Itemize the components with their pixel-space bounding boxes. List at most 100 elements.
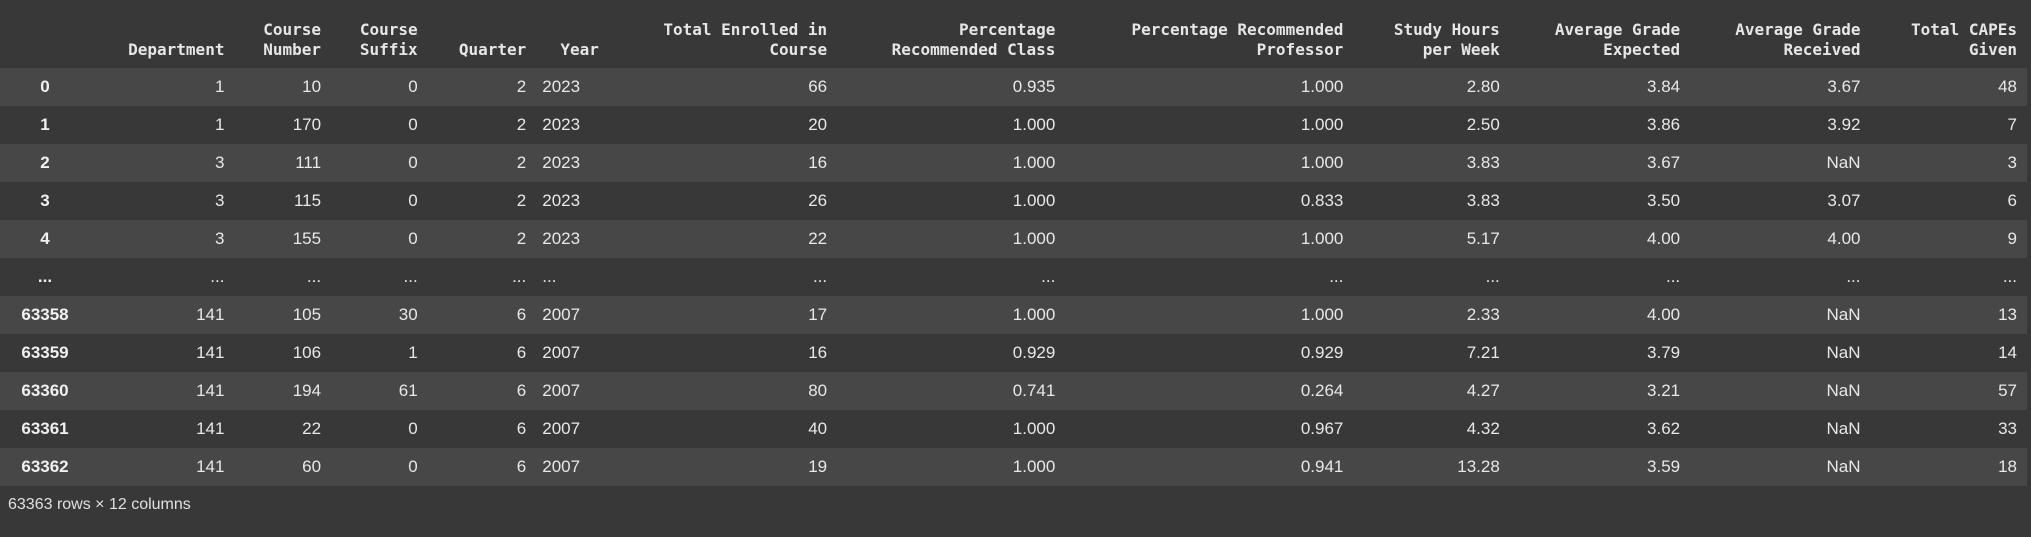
cell-department: 141 [90, 448, 234, 486]
cell-percentage-recommended-professor: 1.000 [1065, 144, 1353, 182]
row-index: 4 [0, 220, 90, 258]
cell-percentage-recommended-class: 1.000 [837, 106, 1065, 144]
cell-percentage-recommended-professor: 0.264 [1065, 372, 1353, 410]
cell-average-grade-received: 4.00 [1690, 220, 1870, 258]
table-row: 0 1 10 0 2 2023 66 0.935 1.000 2.80 3.84 3.67 48 [0, 68, 2027, 106]
cell-total-enrolled: 17 [609, 296, 837, 334]
cell-department: 141 [90, 334, 234, 372]
cell-course-suffix: 1 [331, 334, 428, 372]
cell-total-enrolled: 26 [609, 182, 837, 220]
cell-average-grade-received: NaN [1690, 448, 1870, 486]
cell-department: 3 [90, 144, 234, 182]
cell-average-grade-received: ... [1690, 258, 1870, 296]
index-header [0, 18, 90, 68]
cell-study-hours: 7.21 [1353, 334, 1509, 372]
cell-total-capes: 6 [1871, 182, 2028, 220]
cell-quarter: 2 [428, 220, 537, 258]
table-row: 4 3 155 0 2 2023 22 1.000 1.000 5.17 4.00 4.00 9 [0, 220, 2027, 258]
cell-average-grade-received: NaN [1690, 372, 1870, 410]
cell-course-suffix: 0 [331, 68, 428, 106]
table-row: 63362 141 60 0 6 2007 19 1.000 0.941 13.28 3.59 NaN… [0, 448, 2027, 486]
cell-percentage-recommended-professor: 1.000 [1065, 68, 1353, 106]
cell-average-grade-expected: 4.00 [1510, 296, 1690, 334]
cell-percentage-recommended-class: 0.741 [837, 372, 1065, 410]
row-index: 63360 [0, 372, 90, 410]
table-body: 0 1 10 0 2 2023 66 0.935 1.000 2.80 3.84 3.67 48 1 1 17… [0, 68, 2027, 486]
cell-percentage-recommended-professor: 0.833 [1065, 182, 1353, 220]
row-index: 63362 [0, 448, 90, 486]
cell-study-hours: 2.50 [1353, 106, 1509, 144]
cell-course-suffix: 0 [331, 144, 428, 182]
cell-department: 1 [90, 106, 234, 144]
cell-average-grade-expected: 3.50 [1510, 182, 1690, 220]
row-index: 2 [0, 144, 90, 182]
cell-quarter: 6 [428, 448, 537, 486]
cell-average-grade-received: 3.92 [1690, 106, 1870, 144]
cell-average-grade-expected: ... [1510, 258, 1690, 296]
cell-course-suffix: 0 [331, 410, 428, 448]
column-header-study-hours: Study Hours per Week [1353, 18, 1509, 68]
cell-department: 3 [90, 220, 234, 258]
cell-percentage-recommended-professor: 1.000 [1065, 106, 1353, 144]
table-row: 2 3 111 0 2 2023 16 1.000 1.000 3.83 3.67 NaN 3 [0, 144, 2027, 182]
cell-course-number: 155 [234, 220, 331, 258]
cell-department: 141 [90, 296, 234, 334]
cell-percentage-recommended-professor: 0.967 [1065, 410, 1353, 448]
cell-total-capes: 9 [1871, 220, 2028, 258]
cell-total-enrolled: 16 [609, 334, 837, 372]
cell-total-enrolled: 80 [609, 372, 837, 410]
cell-average-grade-expected: 3.67 [1510, 144, 1690, 182]
cell-average-grade-expected: 3.84 [1510, 68, 1690, 106]
cell-average-grade-received: NaN [1690, 334, 1870, 372]
cell-study-hours: 3.83 [1353, 144, 1509, 182]
cell-percentage-recommended-class: 1.000 [837, 220, 1065, 258]
cell-department: 1 [90, 68, 234, 106]
cell-year: 2007 [536, 372, 609, 410]
cell-course-suffix: 0 [331, 106, 428, 144]
cell-department: ... [90, 258, 234, 296]
cell-percentage-recommended-professor: 1.000 [1065, 220, 1353, 258]
cell-study-hours: 2.33 [1353, 296, 1509, 334]
row-index: 1 [0, 106, 90, 144]
cell-average-grade-received: NaN [1690, 144, 1870, 182]
cell-course-suffix: 61 [331, 372, 428, 410]
cell-average-grade-received: 3.07 [1690, 182, 1870, 220]
cell-course-number: 22 [234, 410, 331, 448]
cell-course-number: 60 [234, 448, 331, 486]
column-header-percentage-recommended-professor: Percentage Recommended Professor [1065, 18, 1353, 68]
cell-percentage-recommended-professor: 0.929 [1065, 334, 1353, 372]
cell-year: 2023 [536, 106, 609, 144]
cell-total-enrolled: ... [609, 258, 837, 296]
cell-year: 2007 [536, 296, 609, 334]
cell-year: 2023 [536, 144, 609, 182]
cell-total-capes: 7 [1871, 106, 2028, 144]
cell-total-enrolled: 19 [609, 448, 837, 486]
cell-quarter: 2 [428, 106, 537, 144]
cell-total-capes: 48 [1871, 68, 2028, 106]
cell-course-number: 111 [234, 144, 331, 182]
cell-department: 3 [90, 182, 234, 220]
row-index: 3 [0, 182, 90, 220]
cell-total-capes: 18 [1871, 448, 2028, 486]
table-row: 63360 141 194 61 6 2007 80 0.741 0.264 4.27 3.21 Na… [0, 372, 2027, 410]
table-row: 63359 141 106 1 6 2007 16 0.929 0.929 7.21 3.79 NaN… [0, 334, 2027, 372]
cell-percentage-recommended-class: 0.929 [837, 334, 1065, 372]
cell-percentage-recommended-class: 1.000 [837, 296, 1065, 334]
cell-quarter: 6 [428, 296, 537, 334]
cell-year: 2007 [536, 448, 609, 486]
cell-course-number: 10 [234, 68, 331, 106]
cell-total-enrolled: 40 [609, 410, 837, 448]
cell-study-hours: 5.17 [1353, 220, 1509, 258]
cell-percentage-recommended-professor: ... [1065, 258, 1353, 296]
cell-total-capes: 3 [1871, 144, 2028, 182]
cell-percentage-recommended-class: ... [837, 258, 1065, 296]
cell-course-number: ... [234, 258, 331, 296]
cell-average-grade-expected: 3.21 [1510, 372, 1690, 410]
column-header-total-enrolled: Total Enrolled in Course [609, 18, 837, 68]
cell-average-grade-expected: 4.00 [1510, 220, 1690, 258]
column-header-total-capes: Total CAPEs Given [1871, 18, 2028, 68]
cell-study-hours: 3.83 [1353, 182, 1509, 220]
row-index: 0 [0, 68, 90, 106]
cell-total-capes: 13 [1871, 296, 2028, 334]
cell-quarter: 6 [428, 372, 537, 410]
